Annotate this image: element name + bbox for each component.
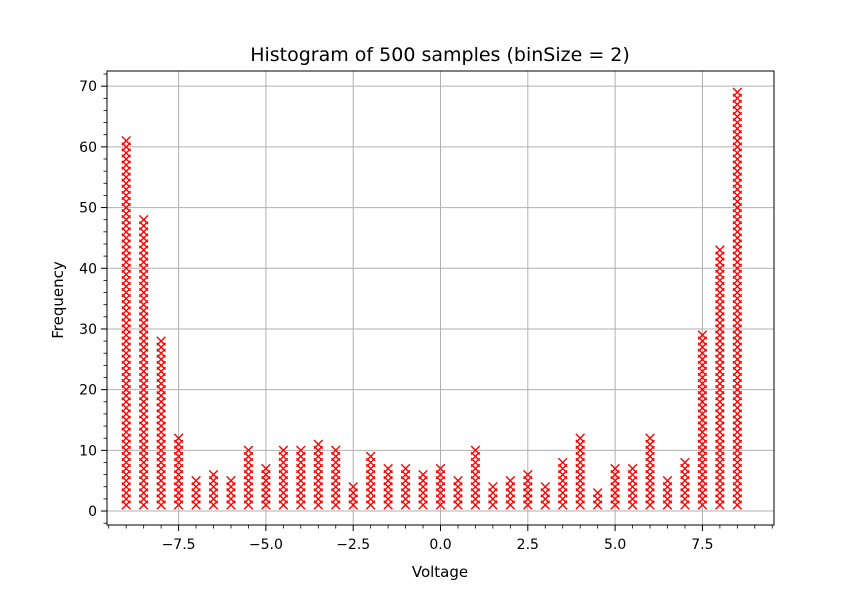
histogram-column	[505, 475, 516, 510]
x-marker	[173, 433, 184, 444]
histogram-column	[208, 469, 219, 510]
x-marker	[208, 469, 219, 480]
x-marker	[575, 433, 585, 444]
x-marker	[400, 463, 411, 474]
histogram-column	[662, 475, 673, 510]
x-marker	[470, 445, 481, 456]
x-marker	[121, 136, 132, 146]
histogram-column	[470, 445, 481, 510]
histogram-column	[173, 433, 184, 510]
x-marker	[296, 445, 306, 456]
x-marker	[226, 475, 236, 486]
histogram-column	[488, 481, 498, 510]
x-marker	[330, 445, 341, 456]
x-marker	[645, 433, 655, 444]
x-marker	[278, 445, 289, 456]
histogram-column	[610, 463, 620, 510]
histogram-column	[278, 445, 289, 510]
x-marker	[243, 445, 254, 456]
y-tick-label: 50	[79, 201, 97, 217]
histogram-column	[226, 475, 236, 510]
histogram-column	[121, 136, 132, 510]
y-axis-label: Frequency	[49, 261, 67, 339]
x-marker	[156, 336, 166, 346]
x-marker	[627, 463, 638, 474]
grid-lines	[107, 71, 774, 525]
x-marker	[662, 475, 673, 486]
histogram-column	[313, 439, 324, 510]
y-tick-label: 60	[79, 140, 97, 156]
histogram-column	[330, 445, 341, 510]
chart-title: Histogram of 500 samples (binSize = 2)	[250, 44, 630, 66]
x-marker	[697, 330, 708, 340]
histogram-column	[261, 463, 271, 510]
x-tick-label: −2.5	[336, 537, 370, 553]
histogram-column	[680, 457, 690, 510]
x-marker	[488, 481, 498, 492]
histogram-column	[138, 214, 149, 510]
x-tick-label: 0.0	[429, 537, 451, 553]
histogram-column	[156, 336, 166, 510]
x-tick-label: 2.5	[517, 537, 539, 553]
x-axis-label: Voltage	[412, 563, 468, 581]
x-marker	[505, 475, 516, 486]
x-marker	[523, 469, 533, 480]
x-marker	[191, 475, 201, 486]
y-tick-label: 20	[79, 383, 97, 399]
histogram-column	[715, 245, 725, 510]
histogram-column	[296, 445, 306, 510]
histogram-column	[383, 463, 393, 510]
data-markers	[121, 87, 743, 510]
histogram-column	[400, 463, 411, 510]
x-marker	[418, 469, 428, 480]
x-marker	[592, 488, 603, 498]
histogram-column	[243, 445, 254, 510]
x-marker	[435, 463, 446, 474]
x-marker	[680, 457, 690, 468]
histogram-column	[365, 451, 376, 510]
x-marker	[138, 214, 149, 225]
x-marker	[732, 87, 743, 98]
y-tick-label: 0	[88, 504, 97, 520]
axis-ticks: −7.5 −5.0 −2.5 0.0 2.5 5.0 7.5 0 10 20 30 40 50 60 70	[79, 73, 773, 553]
x-tick-label: −7.5	[162, 537, 196, 553]
histogram-column	[697, 330, 708, 510]
histogram-column	[732, 87, 743, 510]
x-marker	[365, 451, 376, 462]
y-tick-label: 40	[79, 261, 97, 277]
x-marker	[313, 439, 324, 450]
histogram-column	[540, 481, 551, 510]
histogram-column	[557, 457, 568, 510]
x-marker	[261, 463, 271, 474]
x-marker	[383, 463, 393, 474]
x-marker	[557, 457, 568, 468]
histogram-column	[523, 469, 533, 510]
histogram-column	[575, 433, 585, 510]
y-tick-label: 30	[79, 322, 97, 338]
x-tick-label: −5.0	[249, 537, 283, 553]
histogram-column	[592, 488, 603, 510]
histogram-column	[418, 469, 428, 510]
x-tick-label: 5.0	[604, 537, 626, 553]
x-marker	[610, 463, 620, 474]
histogram-column	[645, 433, 655, 510]
y-tick-label: 10	[79, 443, 97, 459]
histogram-column	[191, 475, 201, 510]
x-marker	[715, 245, 725, 255]
histogram-column	[627, 463, 638, 510]
x-tick-label: 7.5	[691, 537, 713, 553]
histogram-column	[435, 463, 446, 510]
x-marker	[540, 481, 551, 492]
y-tick-label: 70	[79, 79, 97, 95]
x-marker	[348, 481, 358, 492]
histogram-column	[453, 475, 463, 510]
histogram-column	[348, 481, 358, 510]
x-marker	[453, 475, 463, 486]
